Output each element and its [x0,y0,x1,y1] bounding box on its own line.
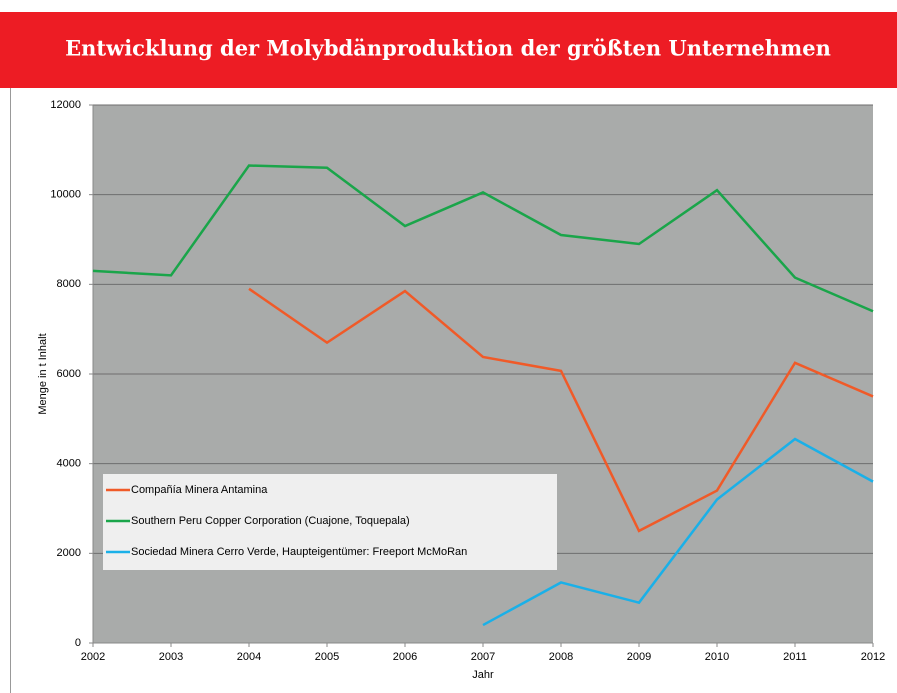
y-tick-label: 12000 [50,99,81,111]
x-axis-label: Jahr [472,669,494,681]
y-tick-label: 2000 [57,547,81,559]
legend-label: Southern Peru Copper Corporation (Cuajon… [131,515,410,527]
chart-title: Entwicklung der Molybdänproduktion der g… [65,36,831,61]
x-tick-label: 2007 [471,651,495,663]
x-tick-label: 2006 [393,651,417,663]
x-tick-label: 2008 [549,651,573,663]
legend-box [103,474,557,570]
x-tick-label: 2011 [783,651,807,663]
x-tick-label: 2004 [237,651,261,663]
x-tick-label: 2012 [861,651,885,663]
x-tick-label: 2003 [159,651,183,663]
series-line [248,287,874,533]
y-tick-label: 4000 [57,458,81,470]
legend-label: Compañía Minera Antamina [131,484,268,496]
x-tick-label: 2002 [81,651,105,663]
y-tick-label: 8000 [57,278,81,290]
y-tick-label: 0 [75,637,81,649]
series-line [92,164,874,313]
y-tick-label: 10000 [50,189,81,201]
x-tick-label: 2009 [627,651,651,663]
legend-label: Sociedad Minera Cerro Verde, Haupteigent… [131,546,467,558]
y-tick-label: 6000 [57,368,81,380]
x-tick-label: 2005 [315,651,339,663]
y-axis-label: Menge in t Inhalt [37,333,49,414]
header-band [0,12,897,88]
x-tick-label: 2010 [705,651,729,663]
series-line [482,437,874,627]
